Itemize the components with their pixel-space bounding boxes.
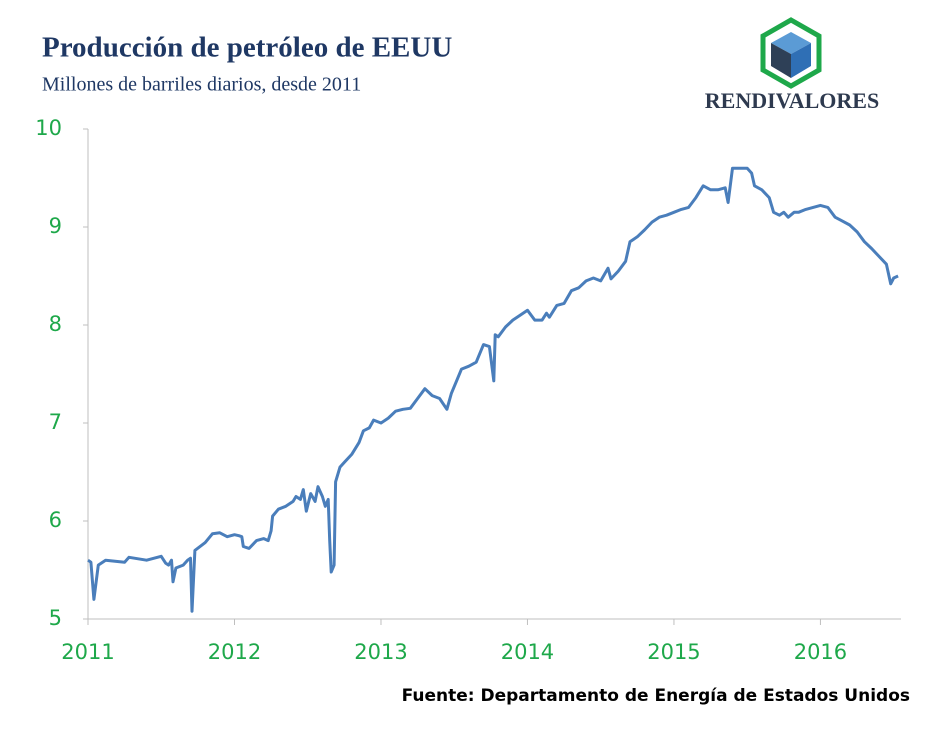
data-line [87, 166, 899, 613]
x-tick-label: 2016 [794, 640, 847, 664]
y-tick-label: 5 [49, 606, 62, 630]
y-tick-label: 8 [49, 312, 62, 336]
x-tick-label: 2011 [61, 640, 114, 664]
x-tick-label: 2014 [501, 640, 554, 664]
x-tick-label: 2012 [208, 640, 261, 664]
y-tick-label: 7 [49, 410, 62, 434]
x-tick-label: 2015 [647, 640, 700, 664]
logo-text: RENDIVALORES [705, 88, 879, 113]
y-tick-label: 9 [49, 214, 62, 238]
logo-icon [760, 17, 822, 89]
y-tick-label: 6 [49, 508, 62, 532]
x-tick-label: 2013 [354, 640, 407, 664]
chart-subtitle: Millones de barriles diarios, desde 2011 [42, 74, 361, 96]
y-tick-label: 10 [35, 116, 62, 140]
source-note: Fuente: Departamento de Energía de Estad… [402, 686, 910, 706]
chart-title: Producción de petróleo de EEUU [42, 32, 452, 64]
